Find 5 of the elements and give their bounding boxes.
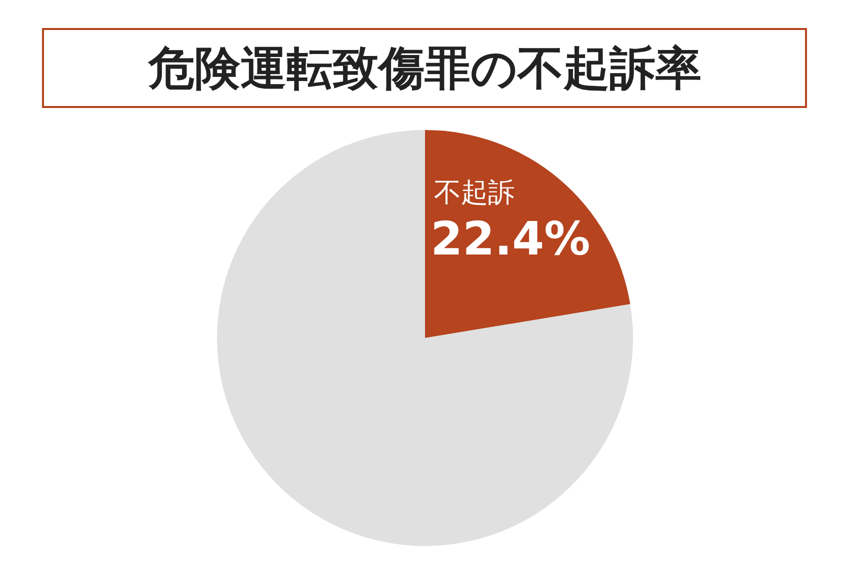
- chart-title: 危険運転致傷罪の不起訴率: [148, 41, 702, 95]
- pie-slice: [217, 130, 633, 546]
- pie-slice: [425, 130, 630, 338]
- data-label: 22.4%: [430, 212, 590, 266]
- slice-label: 不起訴: [434, 178, 515, 209]
